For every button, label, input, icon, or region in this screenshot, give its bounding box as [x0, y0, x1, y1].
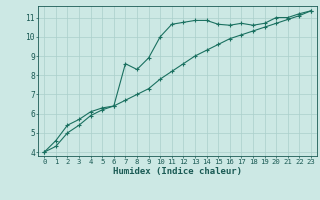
X-axis label: Humidex (Indice chaleur): Humidex (Indice chaleur): [113, 167, 242, 176]
